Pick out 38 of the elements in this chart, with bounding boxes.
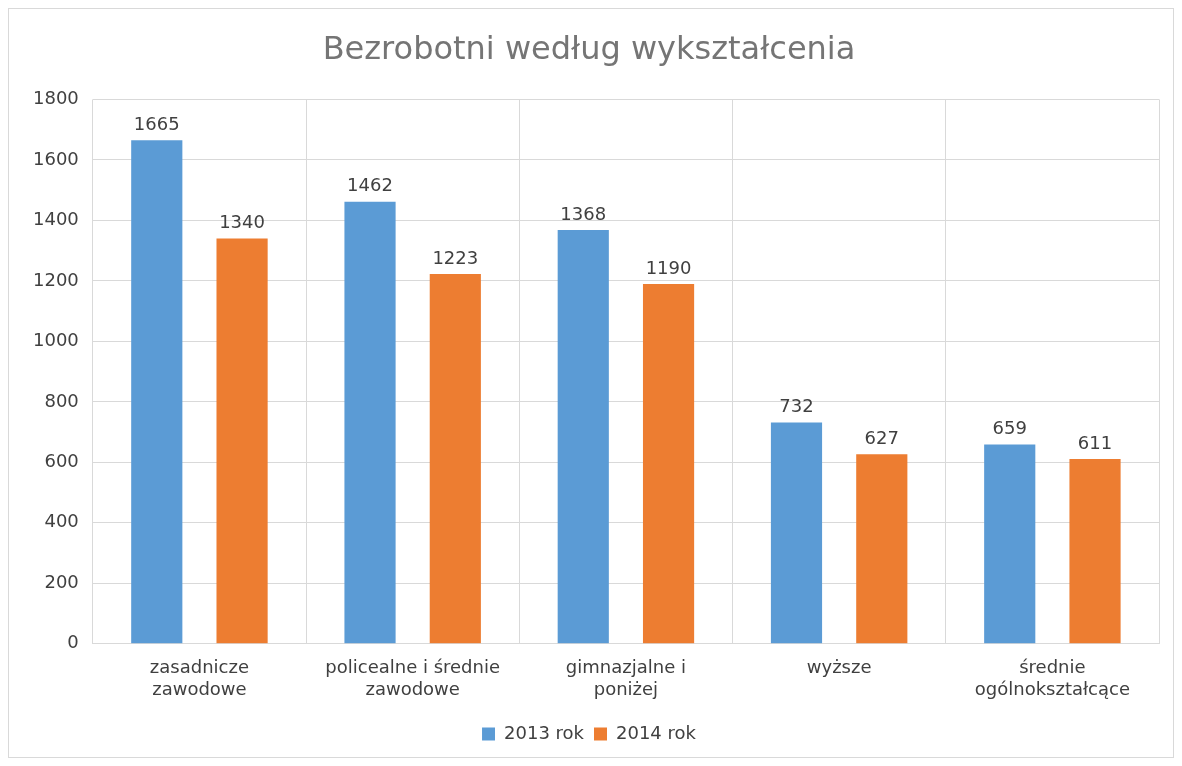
x-tick-label: gimnazjalne i poniżej (565, 656, 686, 699)
data-label: 659 (992, 417, 1027, 439)
x-tick-label: zasadnicze zawodowe (149, 656, 249, 699)
y-tick-label: 1800 (33, 87, 79, 109)
x-tick-label: średnie ogólnokształcące (974, 656, 1130, 699)
bar (344, 201, 396, 644)
data-label: 611 (1077, 431, 1113, 453)
bar (642, 283, 695, 644)
legend-label: 2013 rok (504, 721, 585, 743)
data-label: 627 (864, 426, 899, 448)
y-tick-label: 0 (67, 631, 79, 653)
data-label: 1462 (347, 174, 393, 196)
bar (216, 238, 268, 644)
chart-title: Bezrobotni według wykształcenia (322, 28, 856, 67)
y-tick-label: 400 (44, 510, 79, 532)
bar (856, 454, 908, 644)
bar (770, 422, 823, 644)
y-tick-label: 1400 (33, 208, 79, 230)
legend-label: 2014 rok (616, 721, 697, 743)
data-label: 1340 (219, 211, 265, 233)
y-tick-label: 600 (44, 450, 79, 472)
data-label: 732 (779, 395, 814, 417)
y-tick-label: 1000 (33, 329, 79, 351)
x-tick-label: wyższe (806, 656, 872, 678)
x-tick-label: policealne i średnie zawodowe (325, 656, 501, 699)
data-label: 1665 (133, 112, 180, 134)
y-tick-label: 200 (44, 570, 79, 592)
bar (984, 444, 1036, 644)
bar (557, 230, 609, 644)
data-label: 1190 (645, 256, 692, 278)
y-tick-label: 1600 (33, 147, 79, 169)
bar (429, 273, 481, 644)
y-tick-label: 1200 (33, 268, 79, 290)
data-label: 1368 (560, 202, 607, 224)
bar (1069, 459, 1121, 644)
bar (131, 140, 183, 644)
data-label: 1223 (432, 246, 479, 268)
y-tick-label: 800 (44, 389, 79, 411)
